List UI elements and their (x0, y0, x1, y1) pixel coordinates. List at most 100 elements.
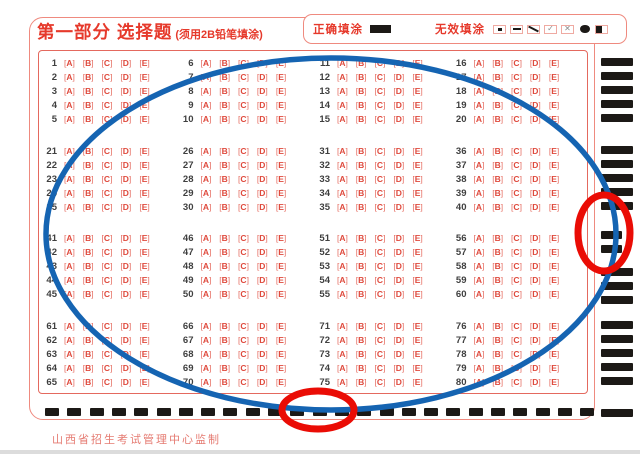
option-bubble-54-A[interactable]: [A] (336, 275, 348, 285)
option-bubble-23-D[interactable]: [D] (120, 174, 132, 184)
option-bubble-23-B[interactable]: [B] (82, 174, 94, 184)
option-bubble-34-C[interactable]: [C] (374, 188, 386, 198)
option-bubble-45-C[interactable]: [C] (101, 289, 113, 299)
option-bubble-12-D[interactable]: [D] (393, 72, 405, 82)
option-bubble-50-D[interactable]: [D] (256, 289, 268, 299)
option-bubble-12-B[interactable]: [B] (355, 72, 367, 82)
option-bubble-60-D[interactable]: [D] (529, 289, 541, 299)
option-bubble-46-E[interactable]: [E] (275, 233, 287, 243)
option-bubble-37-C[interactable]: [C] (511, 160, 522, 170)
option-bubble-25-D[interactable]: [D] (120, 202, 132, 212)
option-bubble-2-A[interactable]: [A] (63, 72, 75, 82)
option-bubble-3-C[interactable]: [C] (101, 86, 113, 96)
option-bubble-8-D[interactable]: [D] (256, 86, 268, 96)
option-bubble-42-B[interactable]: [B] (82, 247, 94, 257)
option-bubble-44-A[interactable]: [A] (63, 275, 75, 285)
option-bubble-40-B[interactable]: [B] (492, 202, 504, 212)
option-bubble-49-D[interactable]: [D] (256, 275, 268, 285)
option-bubble-42-C[interactable]: [C] (101, 247, 113, 257)
option-bubble-56-A[interactable]: [A] (473, 233, 485, 243)
option-bubble-48-E[interactable]: [E] (275, 261, 287, 271)
option-bubble-70-E[interactable]: [E] (275, 377, 287, 387)
option-bubble-7-C[interactable]: [C] (238, 72, 249, 82)
option-bubble-65-E[interactable]: [E] (139, 377, 150, 387)
option-bubble-49-A[interactable]: [A] (200, 275, 212, 285)
option-bubble-41-B[interactable]: [B] (82, 233, 94, 243)
option-bubble-54-D[interactable]: [D] (393, 275, 405, 285)
option-bubble-15-B[interactable]: [B] (355, 114, 367, 124)
option-bubble-5-A[interactable]: [A] (63, 114, 75, 124)
option-bubble-10-A[interactable]: [A] (200, 114, 212, 124)
option-bubble-14-D[interactable]: [D] (393, 100, 405, 110)
option-bubble-74-C[interactable]: [C] (374, 363, 386, 373)
option-bubble-27-B[interactable]: [B] (219, 160, 231, 170)
option-bubble-57-D[interactable]: [D] (529, 247, 541, 257)
option-bubble-64-A[interactable]: [A] (63, 363, 75, 373)
option-bubble-23-C[interactable]: [C] (101, 174, 113, 184)
option-bubble-52-E[interactable]: [E] (412, 247, 423, 257)
option-bubble-35-B[interactable]: [B] (355, 202, 367, 212)
option-bubble-20-C[interactable]: [C] (511, 114, 522, 124)
option-bubble-29-B[interactable]: [B] (219, 188, 231, 198)
option-bubble-22-A[interactable]: [A] (63, 160, 75, 170)
option-bubble-68-C[interactable]: [C] (238, 349, 249, 359)
option-bubble-56-B[interactable]: [B] (492, 233, 504, 243)
option-bubble-52-C[interactable]: [C] (374, 247, 386, 257)
option-bubble-45-A[interactable]: [A] (63, 289, 75, 299)
option-bubble-30-D[interactable]: [D] (256, 202, 268, 212)
option-bubble-73-D[interactable]: [D] (393, 349, 405, 359)
option-bubble-12-A[interactable]: [A] (336, 72, 348, 82)
option-bubble-47-C[interactable]: [C] (238, 247, 249, 257)
option-bubble-12-C[interactable]: [C] (374, 72, 386, 82)
option-bubble-20-E[interactable]: [E] (548, 114, 560, 124)
option-bubble-23-A[interactable]: [A] (63, 174, 75, 184)
option-bubble-4-A[interactable]: [A] (63, 100, 75, 110)
option-bubble-52-D[interactable]: [D] (393, 247, 405, 257)
option-bubble-6-E[interactable]: [E] (275, 58, 287, 68)
option-bubble-1-E[interactable]: [E] (139, 58, 150, 68)
option-bubble-21-D[interactable]: [D] (120, 146, 132, 156)
option-bubble-75-E[interactable]: [E] (412, 377, 423, 387)
option-bubble-67-E[interactable]: [E] (275, 335, 287, 345)
option-bubble-19-E[interactable]: [E] (548, 100, 560, 110)
option-bubble-39-B[interactable]: [B] (492, 188, 504, 198)
option-bubble-65-C[interactable]: [C] (101, 377, 113, 387)
option-bubble-10-B[interactable]: [B] (219, 114, 231, 124)
option-bubble-57-E[interactable]: [E] (548, 247, 560, 257)
option-bubble-1-C[interactable]: [C] (101, 58, 113, 68)
option-bubble-75-D[interactable]: [D] (393, 377, 405, 387)
option-bubble-25-B[interactable]: [B] (82, 202, 94, 212)
option-bubble-80-E[interactable]: [E] (548, 377, 560, 387)
option-bubble-20-B[interactable]: [B] (492, 114, 504, 124)
option-bubble-72-C[interactable]: [C] (374, 335, 386, 345)
option-bubble-18-D[interactable]: [D] (529, 86, 541, 96)
option-bubble-38-D[interactable]: [D] (529, 174, 541, 184)
option-bubble-33-A[interactable]: [A] (336, 174, 348, 184)
option-bubble-74-B[interactable]: [B] (355, 363, 367, 373)
option-bubble-76-C[interactable]: [C] (511, 321, 522, 331)
option-bubble-74-D[interactable]: [D] (393, 363, 405, 373)
option-bubble-41-C[interactable]: [C] (101, 233, 113, 243)
option-bubble-19-D[interactable]: [D] (529, 100, 541, 110)
option-bubble-65-B[interactable]: [B] (82, 377, 94, 387)
option-bubble-55-C[interactable]: [C] (374, 289, 386, 299)
option-bubble-37-D[interactable]: [D] (529, 160, 541, 170)
option-bubble-3-E[interactable]: [E] (139, 86, 150, 96)
option-bubble-53-E[interactable]: [E] (412, 261, 423, 271)
option-bubble-9-A[interactable]: [A] (200, 100, 212, 110)
option-bubble-27-E[interactable]: [E] (275, 160, 287, 170)
option-bubble-46-A[interactable]: [A] (200, 233, 212, 243)
option-bubble-14-B[interactable]: [B] (355, 100, 367, 110)
option-bubble-4-C[interactable]: [C] (101, 100, 113, 110)
option-bubble-13-B[interactable]: [B] (355, 86, 367, 96)
option-bubble-13-E[interactable]: [E] (412, 86, 423, 96)
option-bubble-13-C[interactable]: [C] (374, 86, 386, 96)
option-bubble-21-E[interactable]: [E] (139, 146, 150, 156)
option-bubble-14-E[interactable]: [E] (412, 100, 423, 110)
option-bubble-30-A[interactable]: [A] (200, 202, 212, 212)
option-bubble-12-E[interactable]: [E] (412, 72, 423, 82)
option-bubble-2-B[interactable]: [B] (82, 72, 94, 82)
option-bubble-44-E[interactable]: [E] (139, 275, 150, 285)
option-bubble-14-A[interactable]: [A] (336, 100, 348, 110)
option-bubble-59-D[interactable]: [D] (529, 275, 541, 285)
